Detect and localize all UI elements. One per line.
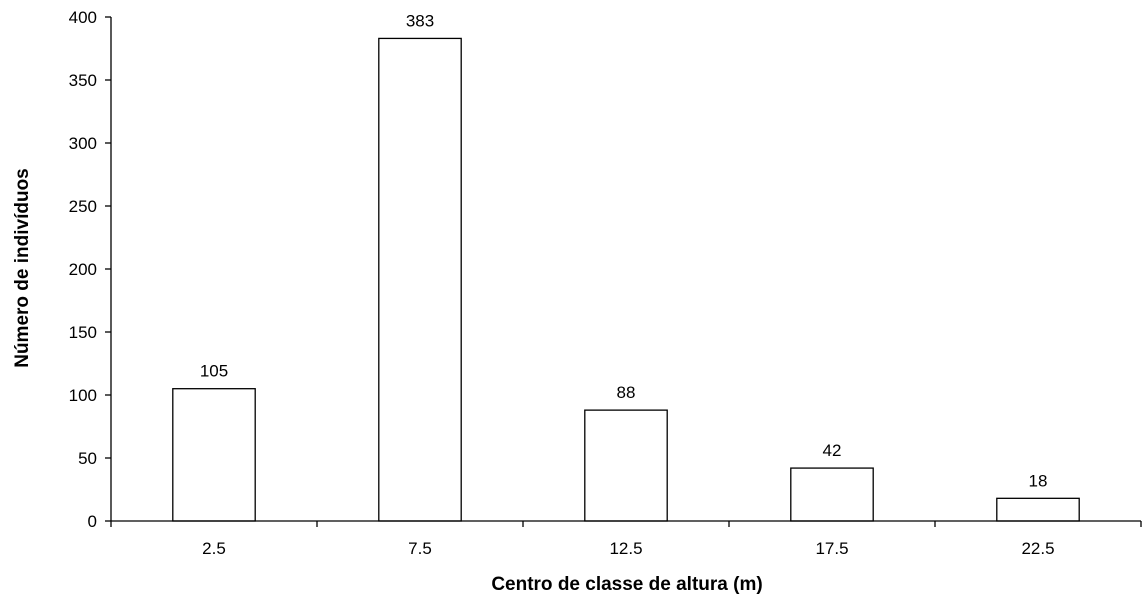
bar	[172, 388, 256, 522]
y-tick-label: 350	[69, 71, 97, 90]
bar	[378, 37, 462, 522]
y-tick-label: 0	[88, 512, 97, 531]
y-tick-label: 200	[69, 260, 97, 279]
y-tick-label: 100	[69, 386, 97, 405]
data-label: 42	[823, 441, 842, 460]
bar	[584, 409, 668, 522]
bar	[790, 467, 874, 522]
x-tick-label: 2.5	[202, 539, 226, 558]
bar	[996, 497, 1080, 522]
x-axis-title: Centro de classe de altura (m)	[491, 574, 762, 595]
y-tick-label: 150	[69, 323, 97, 342]
y-tick-label: 50	[78, 449, 97, 468]
y-axis-ticks: 0 50 100 150 200 250 300 350 400	[69, 8, 111, 531]
data-labels: 105 383 88 42 18	[200, 11, 1048, 490]
x-tick-label: 22.5	[1021, 539, 1054, 558]
x-tick-label: 12.5	[609, 539, 642, 558]
y-tick-label: 400	[69, 8, 97, 27]
data-label: 88	[617, 383, 636, 402]
y-tick-label: 300	[69, 134, 97, 153]
y-tick-label: 250	[69, 197, 97, 216]
data-label: 18	[1029, 471, 1048, 490]
x-tick-label: 7.5	[408, 539, 432, 558]
x-tick-label: 17.5	[815, 539, 848, 558]
x-axis-ticks: 2.5 7.5 12.5 17.5 22.5	[110, 521, 1142, 558]
data-label: 105	[200, 362, 228, 381]
bars	[172, 37, 1080, 522]
data-label: 383	[406, 11, 434, 30]
y-axis-title: Número de indivíduos	[12, 168, 33, 368]
